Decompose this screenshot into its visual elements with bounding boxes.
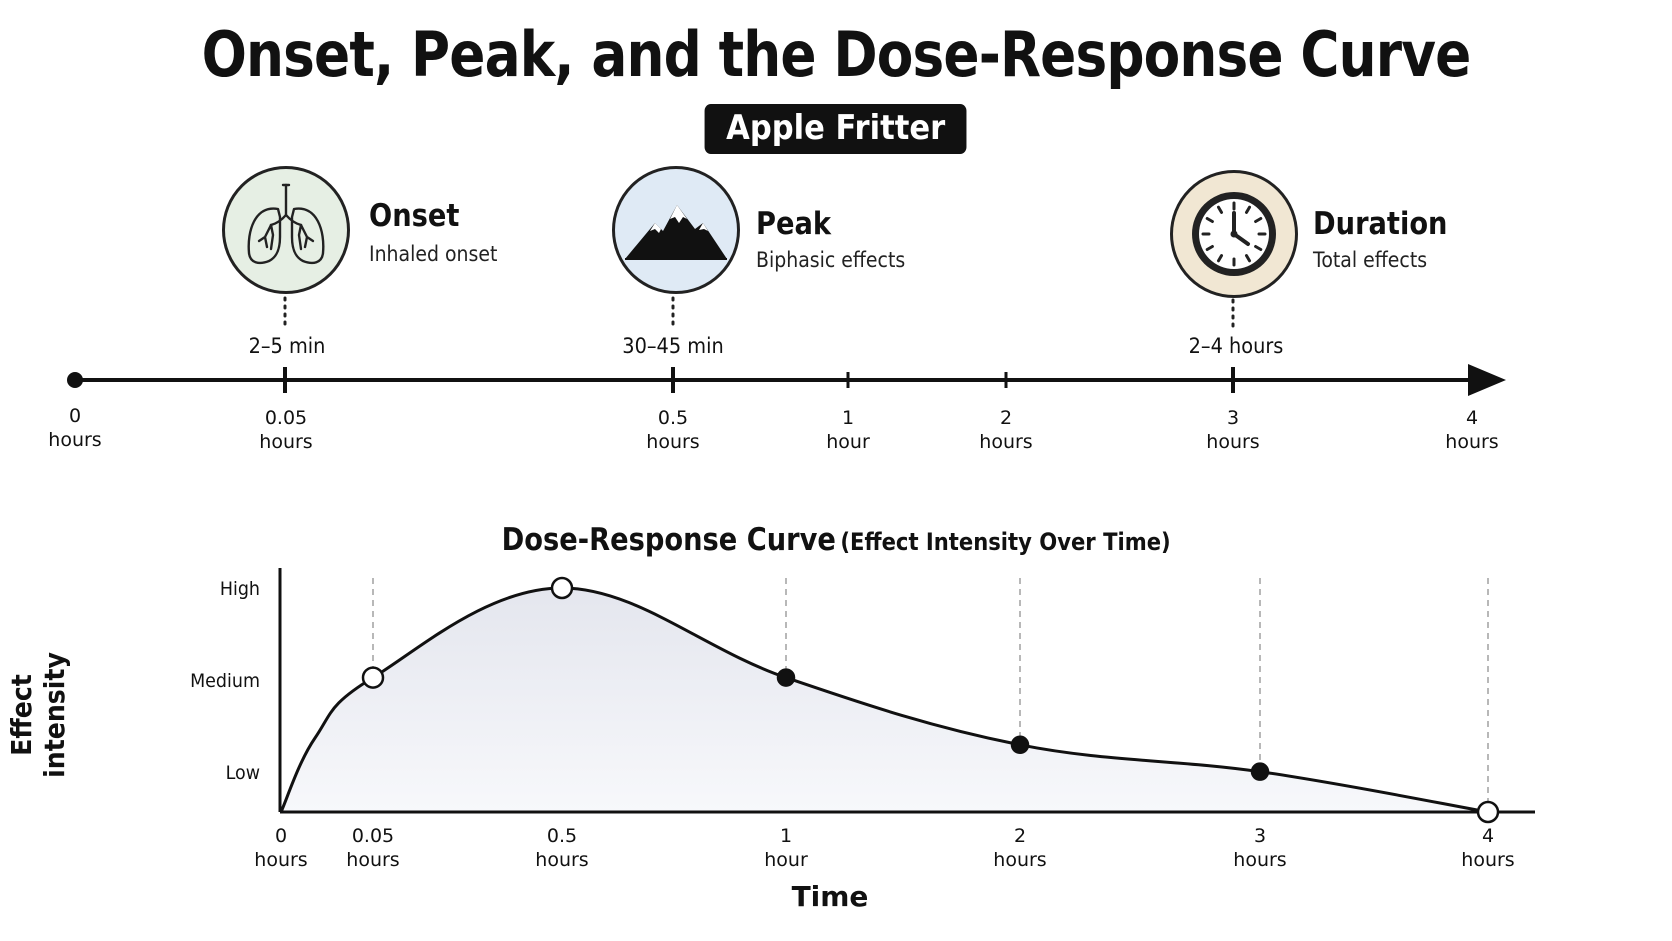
timeline-label: 0.05 hours [259, 407, 313, 453]
x-tick-label: 0.5 hours [535, 825, 589, 871]
data-point-open [550, 576, 574, 600]
x-tick-label: 2 hours [993, 825, 1047, 871]
chart-title-main: Dose-Response Curve [501, 522, 836, 558]
stage-desc-onset: Inhaled onset [369, 242, 498, 266]
data-point-filled [1250, 762, 1270, 781]
x-axis-title: Time [791, 880, 869, 913]
y-level-low: Low [225, 762, 260, 784]
timeline-start-dot [67, 372, 83, 388]
timeline-label: 2 hours [979, 407, 1033, 453]
timeline-label: 0 hours [48, 405, 102, 451]
stage-name-duration: Duration [1313, 206, 1448, 242]
chart-title: Dose-Response Curve (Effect Intensity Ov… [0, 522, 1672, 558]
x-tick-label: 3 hours [1233, 825, 1287, 871]
stage-desc-duration: Total effects [1313, 248, 1428, 272]
data-point-open [361, 666, 385, 689]
mountain-icon [612, 166, 740, 294]
stage-time-duration: 2–4 hours [1188, 334, 1284, 358]
clock-icon [1170, 170, 1298, 298]
stage-time-peak: 30–45 min [622, 334, 724, 358]
timeline-label: 4 hours [1445, 407, 1499, 453]
x-tick-label: 0.05 hours [346, 825, 400, 871]
stage-desc-peak: Biphasic effects [756, 248, 906, 272]
strain-badge: Apple Fritter [704, 104, 968, 154]
data-point-open [1476, 800, 1500, 824]
curve-area [281, 588, 1488, 812]
x-tick-label: 4 hours [1461, 825, 1515, 871]
stage-name-onset: Onset [369, 198, 460, 234]
timeline-label: 1 hour [826, 407, 870, 453]
y-axis-title: Effect intensity [5, 652, 71, 778]
y-level-medium: Medium [190, 670, 260, 692]
page-title: Onset, Peak, and the Dose-Response Curve [201, 18, 1472, 91]
timeline-label: 3 hours [1206, 407, 1260, 453]
stage-name-peak: Peak [756, 206, 832, 242]
x-tick-label: 1 hour [764, 825, 808, 871]
lungs-icon [222, 166, 350, 294]
chart-title-sub: (Effect Intensity Over Time) [840, 528, 1171, 556]
data-point-filled [776, 668, 796, 687]
y-level-high: High [219, 578, 260, 600]
timeline-label: 0.5 hours [646, 407, 700, 453]
x-tick-label: 0 hours [254, 825, 308, 871]
data-point-filled [1010, 735, 1030, 755]
timeline-arrowhead [1468, 364, 1506, 396]
stage-time-onset: 2–5 min [248, 334, 326, 358]
